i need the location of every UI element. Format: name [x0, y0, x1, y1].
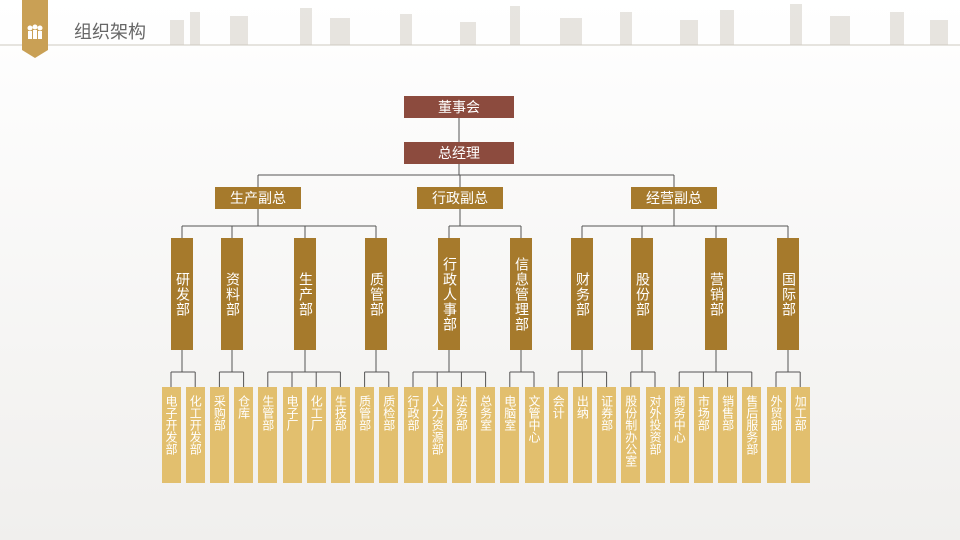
- unit-node: 加工部: [790, 387, 810, 483]
- unit-node: 总务室: [476, 387, 496, 483]
- unit-node: 法务部: [451, 387, 471, 483]
- skyline: [170, 4, 948, 45]
- vp-node: 经营副总: [631, 187, 717, 209]
- unit-node: 文管中心: [524, 387, 544, 483]
- unit-node: 电子开发部: [161, 387, 181, 483]
- unit-node: 电子厂: [282, 387, 302, 483]
- unit-node: 售后服务部: [742, 387, 762, 483]
- department-node: 资料部: [221, 238, 243, 350]
- unit-node: 出纳: [572, 387, 592, 483]
- root-node: 董事会: [404, 96, 514, 118]
- unit-node: 人力资源部: [427, 387, 447, 483]
- unit-node: 仓库: [234, 387, 254, 483]
- department-node: 行政人事部: [438, 238, 460, 350]
- unit-node: 对外投资部: [645, 387, 665, 483]
- unit-node: 化工开发部: [185, 387, 205, 483]
- connectors: [170, 118, 801, 387]
- unit-node: 质检部: [379, 387, 399, 483]
- unit-node: 行政部: [403, 387, 423, 483]
- unit-node: 质管部: [355, 387, 375, 483]
- unit-node: 采购部: [209, 387, 229, 483]
- unit-node: 股份制办公室: [621, 387, 641, 483]
- unit-node: 商务中心: [669, 387, 689, 483]
- header-title: 组织架构: [74, 22, 146, 43]
- unit-node: 生技部: [330, 387, 350, 483]
- department-node: 财务部: [571, 238, 593, 350]
- unit-node: 市场部: [693, 387, 713, 483]
- people-icon: [27, 24, 43, 39]
- unit-node: 电脑室: [500, 387, 520, 483]
- department-node: 国际部: [777, 238, 799, 350]
- ceo-node: 总经理: [404, 142, 514, 164]
- department-node: 信息管理部: [510, 238, 532, 350]
- department-node: 质管部: [365, 238, 387, 350]
- unit-node: 销售部: [718, 387, 738, 483]
- unit-node: 外贸部: [766, 387, 786, 483]
- unit-node: 会计: [548, 387, 568, 483]
- vp-node: 行政副总: [417, 187, 503, 209]
- unit-node: 证券部: [597, 387, 617, 483]
- department-node: 生产部: [294, 238, 316, 350]
- unit-node: 生管部: [258, 387, 278, 483]
- department-node: 股份部: [631, 238, 653, 350]
- unit-node: 化工厂: [306, 387, 326, 483]
- department-node: 营销部: [705, 238, 727, 350]
- department-node: 研发部: [171, 238, 193, 350]
- vp-node: 生产副总: [215, 187, 301, 209]
